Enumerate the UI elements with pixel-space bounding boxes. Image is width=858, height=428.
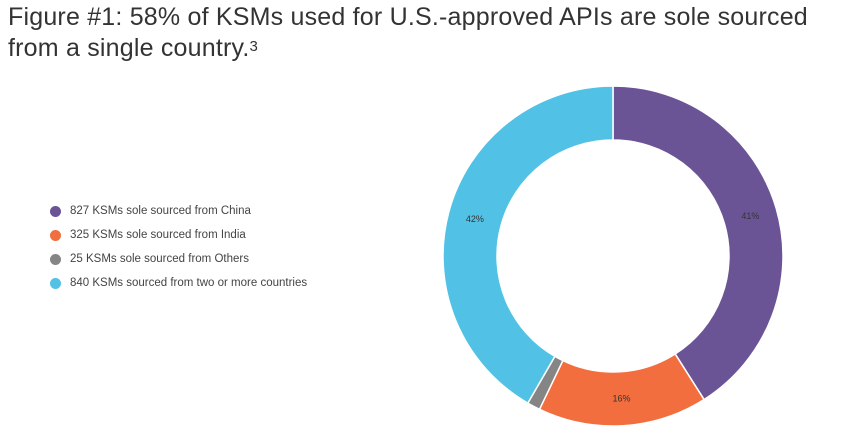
legend-swatch-others bbox=[50, 254, 61, 265]
legend-label-china: 827 KSMs sole sourced from China bbox=[70, 205, 251, 217]
legend-item-china: 827 KSMs sole sourced from China bbox=[50, 204, 310, 219]
donut-slice-china bbox=[612, 85, 784, 401]
slice-label-multi-country: 42% bbox=[466, 214, 484, 224]
legend-label-multi-country: 840 KSMs sourced from two or more countr… bbox=[70, 277, 308, 289]
legend-item-multi-country: 840 KSMs sourced from two or more countr… bbox=[50, 276, 310, 291]
figure-title-text: Figure #1: 58% of KSMs used for U.S.-app… bbox=[8, 3, 808, 62]
slice-label-india: 16% bbox=[612, 394, 630, 404]
donut-slice-india bbox=[538, 352, 706, 427]
legend-item-india: 325 KSMs sole sourced from India bbox=[50, 228, 310, 243]
legend-label-others: 25 KSMs sole sourced from Others bbox=[70, 253, 249, 265]
title-footnote: 3 bbox=[249, 38, 259, 55]
legend-label-india: 325 KSMs sole sourced from India bbox=[70, 229, 246, 241]
donut-slice-multi-country bbox=[442, 85, 614, 405]
legend-item-others: 25 KSMs sole sourced from Others bbox=[50, 252, 310, 267]
figure-title: Figure #1: 58% of KSMs used for U.S.-app… bbox=[8, 2, 848, 64]
slice-label-china: 41% bbox=[741, 211, 759, 221]
legend-swatch-india bbox=[50, 230, 61, 241]
legend-swatch-china bbox=[50, 206, 61, 217]
chart-legend: 827 KSMs sole sourced from China 325 KSM… bbox=[50, 204, 310, 300]
legend-swatch-multi-country bbox=[50, 278, 61, 289]
